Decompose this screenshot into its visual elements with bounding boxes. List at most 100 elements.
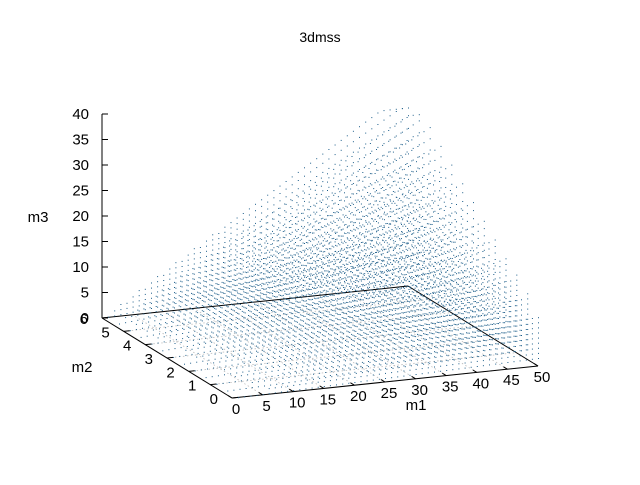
- data-point: [239, 340, 240, 341]
- data-point: [383, 273, 384, 274]
- data-point: [199, 292, 200, 293]
- data-point: [186, 285, 187, 286]
- data-point: [418, 250, 419, 251]
- data-point: [322, 181, 323, 182]
- data-point: [234, 295, 235, 296]
- data-point: [472, 352, 473, 353]
- data-point: [501, 327, 502, 328]
- data-point: [311, 337, 312, 338]
- data-point: [337, 319, 338, 320]
- data-point: [426, 288, 427, 289]
- data-point: [361, 288, 362, 289]
- data-point: [384, 227, 385, 228]
- data-point: [495, 364, 496, 365]
- data-point: [345, 260, 346, 261]
- data-point: [447, 270, 448, 271]
- data-point: [362, 224, 363, 225]
- data-point: [268, 323, 269, 324]
- data-point: [403, 277, 404, 278]
- data-point: [313, 333, 314, 334]
- data-point: [214, 293, 215, 294]
- data-point: [295, 267, 296, 268]
- data-point: [391, 357, 392, 358]
- data-point: [284, 237, 285, 238]
- data-point: [351, 302, 352, 303]
- data-point: [366, 270, 367, 271]
- data-point: [168, 314, 169, 315]
- data-point: [389, 277, 390, 278]
- data-point: [326, 301, 327, 302]
- data-point: [319, 322, 320, 323]
- data-point: [239, 350, 240, 351]
- data-point: [340, 357, 341, 358]
- data-point: [364, 226, 365, 227]
- data-point: [267, 358, 268, 359]
- data-point: [391, 372, 392, 373]
- data-point: [450, 341, 451, 342]
- data-point: [252, 387, 253, 388]
- data-point: [329, 329, 330, 330]
- data-point: [180, 311, 181, 312]
- data-point: [357, 333, 358, 334]
- data-point: [299, 329, 300, 330]
- data-point: [408, 342, 409, 343]
- data-point: [386, 348, 387, 349]
- data-point: [339, 191, 340, 192]
- data-point: [335, 154, 336, 155]
- data-point: [309, 325, 310, 326]
- data-point: [292, 293, 293, 294]
- data-point: [151, 293, 152, 294]
- data-point: [163, 285, 164, 286]
- data-point: [217, 268, 218, 269]
- data-point: [232, 315, 233, 316]
- data-point: [332, 291, 333, 292]
- data-point: [359, 148, 360, 149]
- data-point: [379, 259, 380, 260]
- data-point: [209, 305, 210, 306]
- data-point: [378, 316, 379, 317]
- data-point: [192, 283, 193, 284]
- data-point: [159, 333, 160, 334]
- data-point: [310, 189, 311, 190]
- data-point: [375, 182, 376, 183]
- data-point: [398, 298, 399, 299]
- data-point: [271, 276, 272, 277]
- data-point: [298, 205, 299, 206]
- data-point: [321, 261, 322, 262]
- data-point: [258, 305, 259, 306]
- data-point: [348, 383, 349, 384]
- data-point: [247, 345, 248, 346]
- data-point: [298, 172, 299, 173]
- data-point: [278, 221, 279, 222]
- data-point: [316, 345, 317, 346]
- data-point: [339, 262, 340, 263]
- data-point: [501, 342, 502, 343]
- data-point: [330, 282, 331, 283]
- data-point: [345, 224, 346, 225]
- data-point: [304, 167, 305, 168]
- data-point: [346, 264, 347, 265]
- data-point: [231, 260, 232, 261]
- data-point: [366, 318, 367, 319]
- data-point: [370, 296, 371, 297]
- data-point: [421, 289, 422, 290]
- data-point: [400, 337, 401, 338]
- data-point: [415, 195, 416, 196]
- data-point: [391, 340, 392, 341]
- data-point: [409, 273, 410, 274]
- data-point: [133, 312, 134, 313]
- data-point: [265, 311, 266, 312]
- data-point: [283, 243, 284, 244]
- data-point: [484, 340, 485, 341]
- data-point: [359, 223, 360, 224]
- data-point: [353, 330, 354, 331]
- data-point: [222, 302, 223, 303]
- data-point: [378, 252, 379, 253]
- data-point: [176, 334, 177, 335]
- data-point: [393, 342, 394, 343]
- data-point: [251, 316, 252, 317]
- data-point: [337, 259, 338, 260]
- data-point: [358, 238, 359, 239]
- data-point: [435, 337, 436, 338]
- data-point: [483, 355, 484, 356]
